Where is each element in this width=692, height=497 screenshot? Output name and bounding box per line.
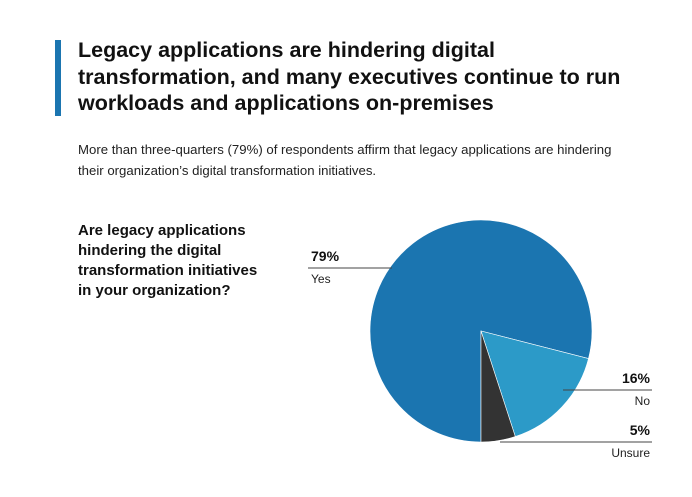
subtitle-line: More than three-quarters (79%) of respon… — [78, 142, 612, 157]
question-line: transformation initiatives — [78, 262, 258, 279]
page-title: Legacy applications are hindering digita… — [78, 37, 668, 117]
title-line: transformation, and many executives cont… — [78, 64, 621, 89]
title-line: workloads and applications on-premises — [78, 91, 494, 115]
data-label-no-category: No — [635, 394, 651, 408]
data-label-unsure-percent: 5% — [630, 422, 651, 438]
question-line: Are legacy applications — [78, 222, 246, 239]
data-label-no-percent: 16% — [622, 370, 651, 386]
page-subtitle: More than three-quarters (79%) of respon… — [78, 139, 668, 181]
title-accent-bar — [55, 40, 61, 116]
pie-slice-no — [480, 330, 589, 437]
data-label-yes-category: Yes — [311, 272, 331, 286]
data-label-unsure-category: Unsure — [611, 446, 650, 460]
title-line: Legacy applications are hindering digita… — [78, 38, 495, 62]
pie-slice-unsure — [480, 330, 516, 443]
question-line: hindering the digital — [78, 242, 222, 259]
subtitle-line: their organization’s digital transformat… — [78, 163, 377, 178]
question-line: in your organization? — [78, 282, 231, 299]
data-label-yes-percent: 79% — [311, 248, 340, 264]
chart-question: Are legacy applications hindering the di… — [78, 221, 278, 301]
